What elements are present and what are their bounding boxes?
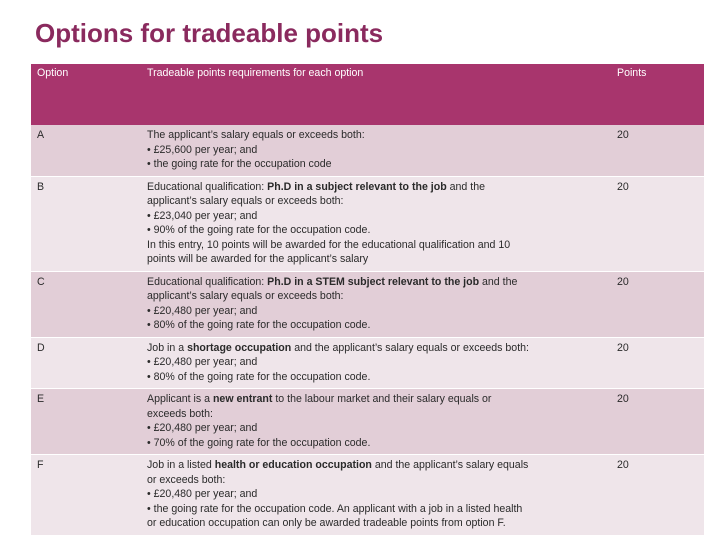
requirement-text: to the labour market and their salary eq… [272,393,492,405]
requirement-line: • £23,040 per year; and [147,209,605,224]
requirement-line: • 70% of the going rate for the occupati… [147,436,605,451]
requirement-text: • the going rate for the occupation code [147,158,332,170]
requirement-text: applicant’s salary equals or exceeds bot… [147,195,344,207]
table-row: B Educational qualification: Ph.D in a su… [31,176,704,272]
points-cell: 20 [611,125,704,177]
requirement-line: Applicant is a new entrant to the labour… [147,392,605,407]
requirement-text: exceeds both: [147,407,213,420]
column-header-points: Points [611,64,704,125]
requirement-line: or education occupation can only be awar… [147,516,605,531]
requirements-cell: Applicant is a new entrant to the labour… [141,388,611,455]
requirement-line: • £20,480 per year; and [147,304,605,319]
requirement-line: or exceeds both: [147,473,605,488]
requirement-line: • £20,480 per year; and [147,355,605,370]
table-header-row: Option Tradeable points requirements for… [31,64,704,125]
requirement-text: Applicant is a [147,393,213,405]
requirement-line: • the going rate for the occupation code… [147,502,605,517]
requirement-emphasis: new entrant [212,393,273,405]
requirement-line: • the going rate for the occupation code [147,157,605,172]
requirement-text: • £20,480 per year; and [147,488,258,500]
requirement-emphasis: shortage occupation [187,341,292,354]
requirement-text: • £20,480 per year; and [147,304,258,317]
requirement-line: points will be awarded for the applicant… [147,252,605,267]
requirement-text: and the [479,275,518,288]
requirements-cell: Job in a listed health or education occu… [141,454,611,536]
page-title: Options for tradeable points [35,18,384,48]
option-cell: D [31,337,141,389]
requirement-line: • 90% of the going rate for the occupati… [147,223,605,238]
requirement-text: Educational qualification: [147,275,268,288]
requirement-line: • £20,480 per year; and [147,487,605,502]
requirement-text: points will be awarded for the applicant… [147,253,369,265]
table-row: A The applicant’s salary equals or exceed… [31,125,704,177]
points-cell: 20 [611,454,704,536]
requirement-text: or education occupation can only be awar… [147,517,506,529]
requirement-line: Educational qualification: Ph.D in a sub… [147,180,605,195]
requirement-line: Job in a listed health or education occu… [147,458,605,473]
requirement-text: • £25,600 per year; and [147,143,258,156]
requirement-text: • 80% of the going rate for the occupati… [147,319,371,331]
table-row: D Job in a shortage occupation and the ap… [31,337,704,389]
requirement-line: Job in a shortage occupation and the app… [147,341,605,356]
points-cell: 20 [611,388,704,455]
option-cell: C [31,271,141,338]
requirement-line: • 80% of the going rate for the occupati… [147,318,605,333]
requirements-cell: Job in a shortage occupation and the app… [141,337,611,389]
table-row: E Applicant is a new entrant to the labou… [31,388,704,455]
column-header-requirements: Tradeable points requirements for each o… [141,64,611,125]
requirement-text: • 80% of the going rate for the occupati… [147,370,371,383]
points-cell: 20 [611,271,704,338]
requirement-emphasis: Ph.D in a STEM subject relevant to the j… [267,275,480,288]
requirements-cell: Educational qualification: Ph.D in a STE… [141,271,611,338]
requirement-emphasis: Ph.D in a subject relevant to the job [267,180,447,193]
requirement-line: applicant’s salary equals or exceeds bot… [147,194,605,209]
options-table: Option Tradeable points requirements for… [31,64,704,536]
column-header-option: Option [31,64,141,125]
requirement-text: Job in a [147,341,188,354]
requirement-text: • 90% of the going rate for the occupati… [147,224,371,236]
requirement-emphasis: health or education occupation [214,459,372,471]
requirement-text: The applicant’s salary equals or exceeds… [147,129,365,141]
requirement-line: The applicant’s salary equals or exceeds… [147,128,605,143]
requirement-text: • £20,480 per year; and [147,422,258,434]
points-cell: 20 [611,337,704,389]
requirement-text: and the [446,180,485,193]
requirement-line: applicant’s salary equals or exceeds bot… [147,289,605,304]
requirement-text: • £23,040 per year; and [147,209,258,222]
requirement-line: • £25,600 per year; and [147,143,605,158]
requirements-cell: Educational qualification: Ph.D in a sub… [141,176,611,272]
option-cell: B [31,176,141,272]
requirement-text: • 70% of the going rate for the occupati… [147,436,371,449]
table-row: F Job in a listed health or education occ… [31,454,704,536]
requirement-text: • the going rate for the occupation code… [147,502,523,515]
requirement-line: In this entry, 10 points will be awarded… [147,238,605,253]
requirement-text: • £20,480 per year; and [147,356,258,368]
requirement-text: applicant’s salary equals or exceeds bot… [147,290,344,302]
requirements-cell: The applicant’s salary equals or exceeds… [141,125,611,177]
option-cell: A [31,125,141,177]
requirement-line: Educational qualification: Ph.D in a STE… [147,275,605,290]
requirement-text: Job in a listed [147,459,215,471]
option-cell: F [31,454,141,536]
requirement-text: and the applicant’s salary equals or exc… [291,341,529,354]
requirement-text: Educational qualification: [147,180,268,193]
requirement-line: • £20,480 per year; and [147,421,605,436]
requirement-text: or exceeds both: [147,473,226,486]
table-row: C Educational qualification: Ph.D in a ST… [31,271,704,338]
requirement-text: and the applicant’s salary equals [371,459,529,471]
option-cell: E [31,388,141,455]
requirement-text: In this entry, 10 points will be awarded… [147,238,511,251]
requirement-line: exceeds both: [147,407,605,422]
requirement-line: • 80% of the going rate for the occupati… [147,370,605,385]
points-cell: 20 [611,176,704,272]
